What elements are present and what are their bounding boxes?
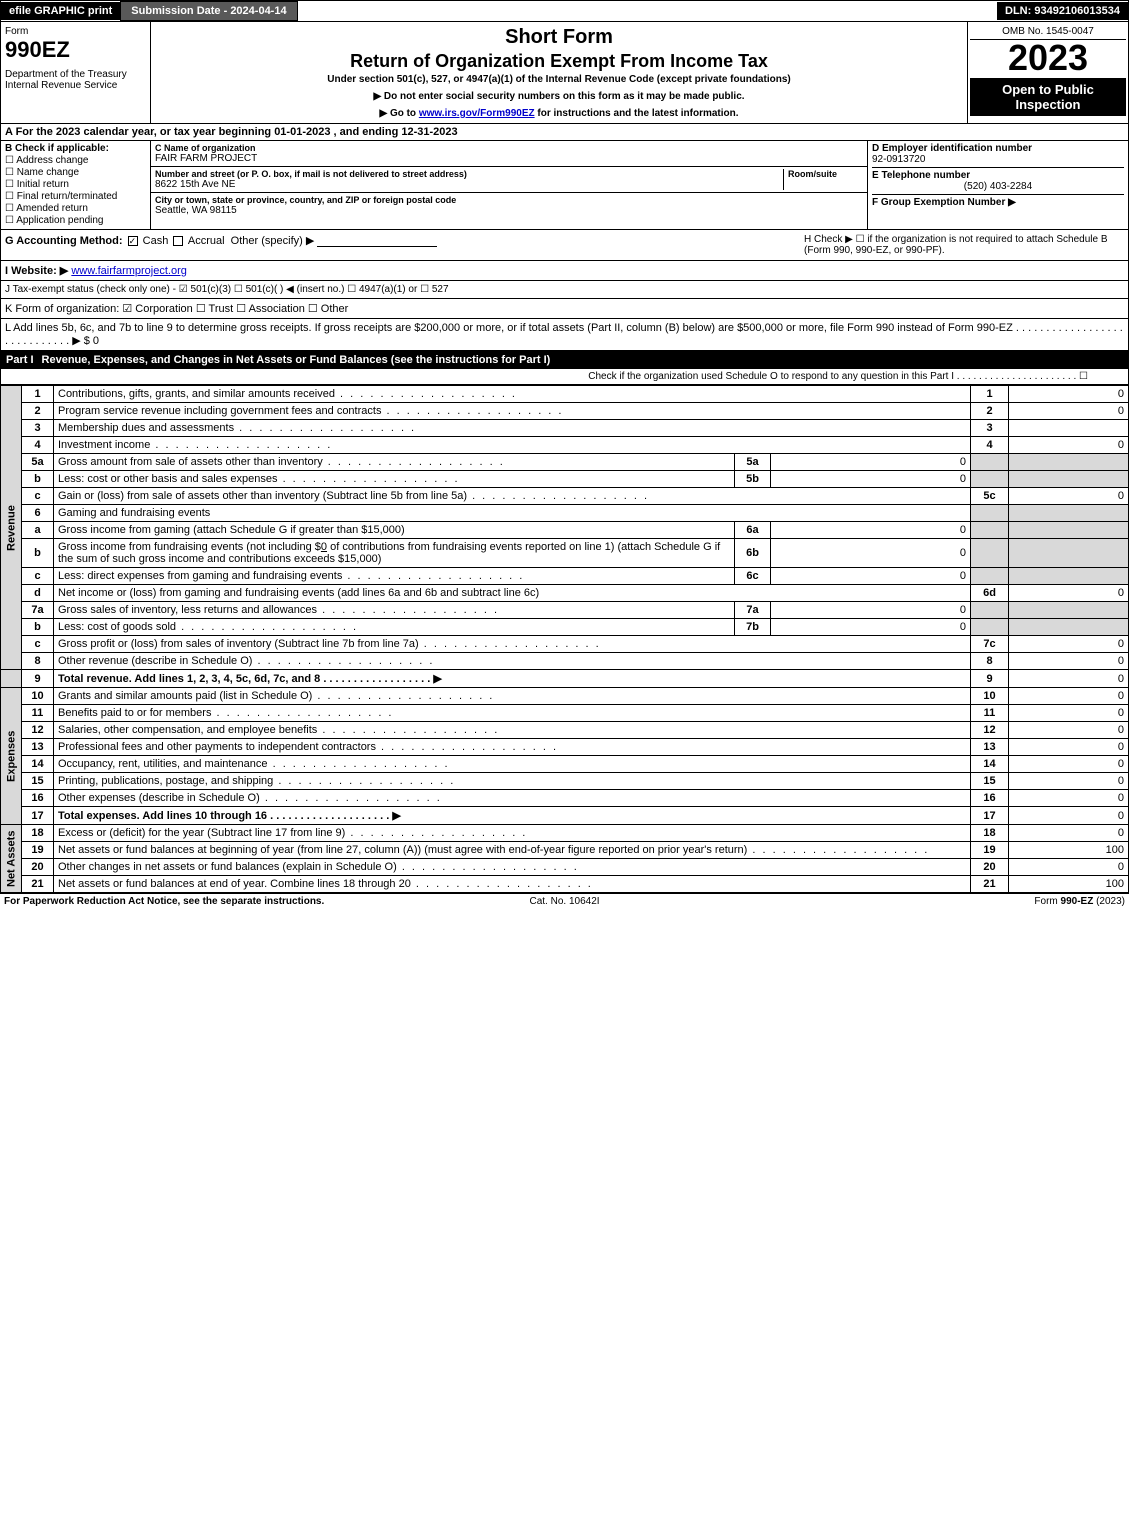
i-label: I Website: ▶ [5,265,68,277]
revenue-sidelabel: Revenue [1,386,22,670]
ssn-warning: ▶ Do not enter social security numbers o… [161,91,957,102]
col-c-org-info: C Name of organization FAIR FARM PROJECT… [151,141,868,229]
row-i: I Website: ▶ www.fairfarmproject.org [0,261,1129,281]
open-to-public: Open to Public Inspection [970,78,1126,116]
submission-date: Submission Date - 2024-04-14 [120,1,297,21]
street: 8622 15th Ave NE [155,179,783,190]
header-center: Short Form Return of Organization Exempt… [151,22,968,123]
part1-header: Part I Revenue, Expenses, and Changes in… [0,351,1129,369]
g-label: G Accounting Method: [5,235,123,247]
return-title: Return of Organization Exempt From Incom… [161,51,957,72]
department: Department of the Treasury Internal Reve… [5,69,146,91]
chk-address-change[interactable]: ☐ Address change [5,155,146,166]
row-j: J Tax-exempt status (check only one) - ☑… [0,281,1129,299]
website-link[interactable]: www.fairfarmproject.org [71,265,187,277]
form-number: 990EZ [5,37,146,63]
ein: 92-0913720 [872,154,1124,165]
city: Seattle, WA 98115 [155,205,863,216]
chk-amended-return[interactable]: ☐ Amended return [5,203,146,214]
section-a: A For the 2023 calendar year, or tax yea… [0,124,1129,141]
row-gh: G Accounting Method: Cash Accrual Other … [0,230,1129,261]
street-label: Number and street (or P. O. box, if mail… [155,169,783,179]
col-b-checkboxes: B Check if applicable: ☐ Address change … [1,141,151,229]
dln-label: DLN: 93492106013534 [997,2,1128,20]
h-check: H Check ▶ ☐ if the organization is not r… [804,234,1124,256]
footer-left: For Paperwork Reduction Act Notice, see … [4,896,378,907]
row-l: L Add lines 5b, 6c, and 7b to line 9 to … [0,319,1129,351]
netassets-sidelabel: Net Assets [1,825,22,893]
part1-num: Part I [6,354,34,366]
part1-sub: Check if the organization used Schedule … [0,369,1129,385]
goto-pre: ▶ Go to [379,108,418,119]
org-name: FAIR FARM PROJECT [155,153,863,164]
under-section: Under section 501(c), 527, or 4947(a)(1)… [161,74,957,85]
other-specify-blank[interactable] [317,235,437,247]
chk-accrual[interactable] [173,236,183,246]
page-footer: For Paperwork Reduction Act Notice, see … [0,893,1129,909]
row-bcd: B Check if applicable: ☐ Address change … [0,141,1129,230]
goto-post: for instructions and the latest informat… [537,108,738,119]
chk-final-return[interactable]: ☐ Final return/terminated [5,191,146,202]
part1-table: Revenue 1 Contributions, gifts, grants, … [0,385,1129,893]
row-k: K Form of organization: ☑ Corporation ☐ … [0,299,1129,319]
chk-initial-return[interactable]: ☐ Initial return [5,179,146,190]
col-d-ids: D Employer identification number 92-0913… [868,141,1128,229]
form-label: Form [5,26,146,37]
irs-link[interactable]: www.irs.gov/Form990EZ [419,108,535,119]
b-label: B Check if applicable: [5,143,146,154]
g-accounting: G Accounting Method: Cash Accrual Other … [5,234,804,256]
goto-line: ▶ Go to www.irs.gov/Form990EZ for instru… [161,108,957,119]
room-label: Room/suite [788,169,863,179]
footer-catno: Cat. No. 10642I [378,896,752,907]
efile-label: efile GRAPHIC print [1,2,120,20]
top-bar: efile GRAPHIC print Submission Date - 20… [0,0,1129,22]
c-name-label: C Name of organization [155,143,863,153]
line-6b-desc: Gross income from fundraising events (no… [54,539,735,568]
header-right: OMB No. 1545-0047 2023 Open to Public In… [968,22,1128,123]
chk-cash[interactable] [128,236,138,246]
header-left: Form 990EZ Department of the Treasury In… [1,22,151,123]
expenses-sidelabel: Expenses [1,688,22,825]
tax-year: 2023 [970,40,1126,76]
chk-name-change[interactable]: ☐ Name change [5,167,146,178]
group-label: F Group Exemption Number ▶ [872,197,1016,208]
part1-title: Revenue, Expenses, and Changes in Net As… [42,354,551,366]
city-label: City or town, state or province, country… [155,195,863,205]
short-form-title: Short Form [161,26,957,49]
footer-right: Form 990-EZ (2023) [751,896,1125,907]
ein-label: D Employer identification number [872,143,1124,154]
telephone: (520) 403-2284 [872,181,1124,192]
form-header: Form 990EZ Department of the Treasury In… [0,22,1129,124]
tel-label: E Telephone number [872,170,1124,181]
chk-application-pending[interactable]: ☐ Application pending [5,215,146,226]
